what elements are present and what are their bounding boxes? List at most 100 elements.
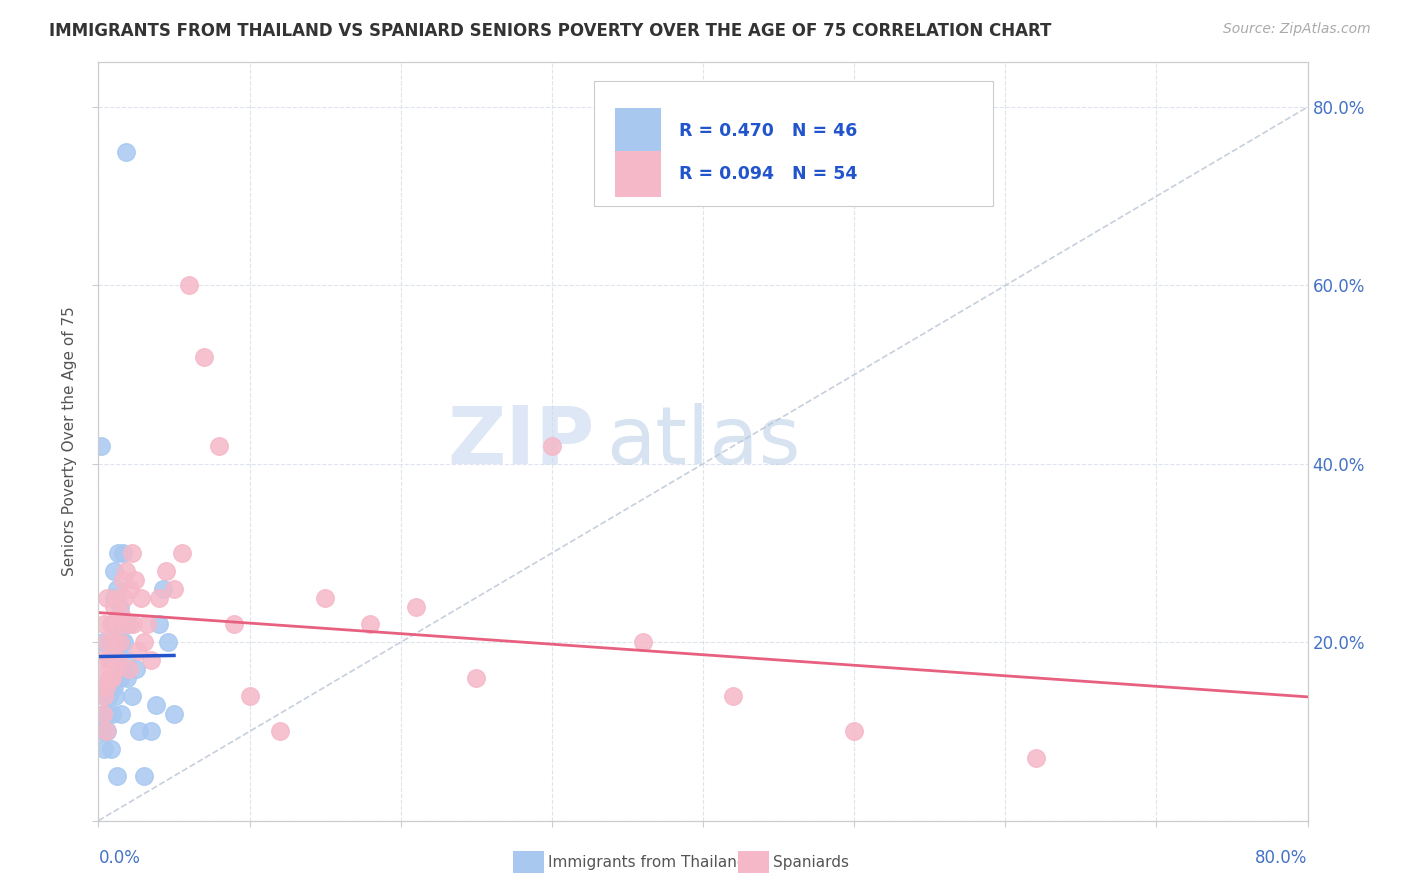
Point	[145, 698, 167, 712]
Point	[107, 546, 129, 560]
Point	[105, 617, 128, 632]
Point	[844, 724, 866, 739]
Point	[105, 591, 128, 605]
Point	[118, 617, 141, 632]
Point	[105, 769, 128, 783]
Bar	[614, 108, 661, 153]
Point	[110, 608, 132, 623]
Point	[148, 617, 170, 632]
Point	[115, 671, 138, 685]
Point	[103, 680, 125, 694]
Point	[94, 724, 117, 739]
Point	[91, 635, 114, 649]
Text: Spaniards: Spaniards	[773, 855, 849, 870]
Point	[1024, 751, 1046, 765]
Point	[156, 635, 179, 649]
Point	[112, 591, 135, 605]
Point	[127, 644, 149, 658]
Point	[101, 671, 124, 685]
Point	[121, 546, 143, 560]
Point	[100, 617, 122, 632]
Point	[723, 689, 745, 703]
Point	[360, 617, 382, 632]
Text: R = 0.094   N = 54: R = 0.094 N = 54	[679, 165, 858, 183]
Point	[108, 599, 131, 614]
Point	[96, 706, 118, 721]
Point	[105, 617, 128, 632]
Point	[135, 617, 157, 632]
Point	[107, 653, 129, 667]
Point	[90, 439, 112, 453]
Point	[101, 706, 124, 721]
Point	[100, 617, 122, 632]
Point	[128, 724, 150, 739]
Text: Source: ZipAtlas.com: Source: ZipAtlas.com	[1223, 22, 1371, 37]
Point	[141, 724, 163, 739]
Point	[141, 653, 163, 667]
Point	[124, 573, 146, 587]
Point	[103, 635, 125, 649]
Point	[111, 546, 134, 560]
Point	[129, 591, 152, 605]
Point	[163, 582, 186, 596]
Point	[170, 546, 193, 560]
Point	[112, 635, 135, 649]
Point	[93, 689, 115, 703]
Point	[98, 653, 121, 667]
Point	[103, 591, 125, 605]
Point	[405, 599, 427, 614]
Point	[179, 278, 201, 293]
Point	[631, 635, 654, 649]
Point	[98, 653, 121, 667]
Point	[118, 662, 141, 676]
Bar	[614, 151, 661, 196]
Point	[193, 350, 215, 364]
Point	[103, 564, 125, 578]
Point	[96, 591, 118, 605]
Point	[120, 582, 142, 596]
Point	[110, 706, 132, 721]
Y-axis label: Seniors Poverty Over the Age of 75: Seniors Poverty Over the Age of 75	[62, 307, 77, 576]
Point	[224, 617, 246, 632]
Point	[100, 635, 122, 649]
Point	[111, 573, 134, 587]
Point	[91, 671, 114, 685]
Point	[94, 680, 117, 694]
Point	[104, 662, 127, 676]
Point	[108, 635, 131, 649]
Point	[114, 564, 136, 578]
Point	[269, 724, 291, 739]
Text: IMMIGRANTS FROM THAILAND VS SPANIARD SENIORS POVERTY OVER THE AGE OF 75 CORRELAT: IMMIGRANTS FROM THAILAND VS SPANIARD SEN…	[49, 22, 1052, 40]
Point	[90, 653, 112, 667]
Point	[314, 591, 336, 605]
Point	[239, 689, 262, 703]
Point	[114, 653, 136, 667]
FancyBboxPatch shape	[595, 81, 993, 207]
Point	[93, 742, 115, 756]
Point	[103, 599, 125, 614]
Text: R = 0.470   N = 46: R = 0.470 N = 46	[679, 121, 858, 140]
Point	[96, 635, 118, 649]
Point	[108, 671, 131, 685]
Point	[94, 680, 117, 694]
Point	[163, 706, 186, 721]
Point	[465, 671, 488, 685]
Point	[132, 635, 155, 649]
Text: Immigrants from Thailand: Immigrants from Thailand	[548, 855, 747, 870]
Point	[101, 671, 124, 685]
Point	[155, 564, 177, 578]
Point	[540, 439, 562, 453]
Point	[208, 439, 231, 453]
Point	[91, 706, 114, 721]
Point	[114, 145, 136, 159]
Point	[93, 617, 115, 632]
Point	[115, 617, 138, 632]
Point	[105, 582, 128, 596]
Point	[110, 635, 132, 649]
Text: atlas: atlas	[606, 402, 800, 481]
Point	[96, 724, 118, 739]
Point	[107, 653, 129, 667]
Text: 0.0%: 0.0%	[98, 849, 141, 867]
Point	[93, 689, 115, 703]
Point	[100, 742, 122, 756]
